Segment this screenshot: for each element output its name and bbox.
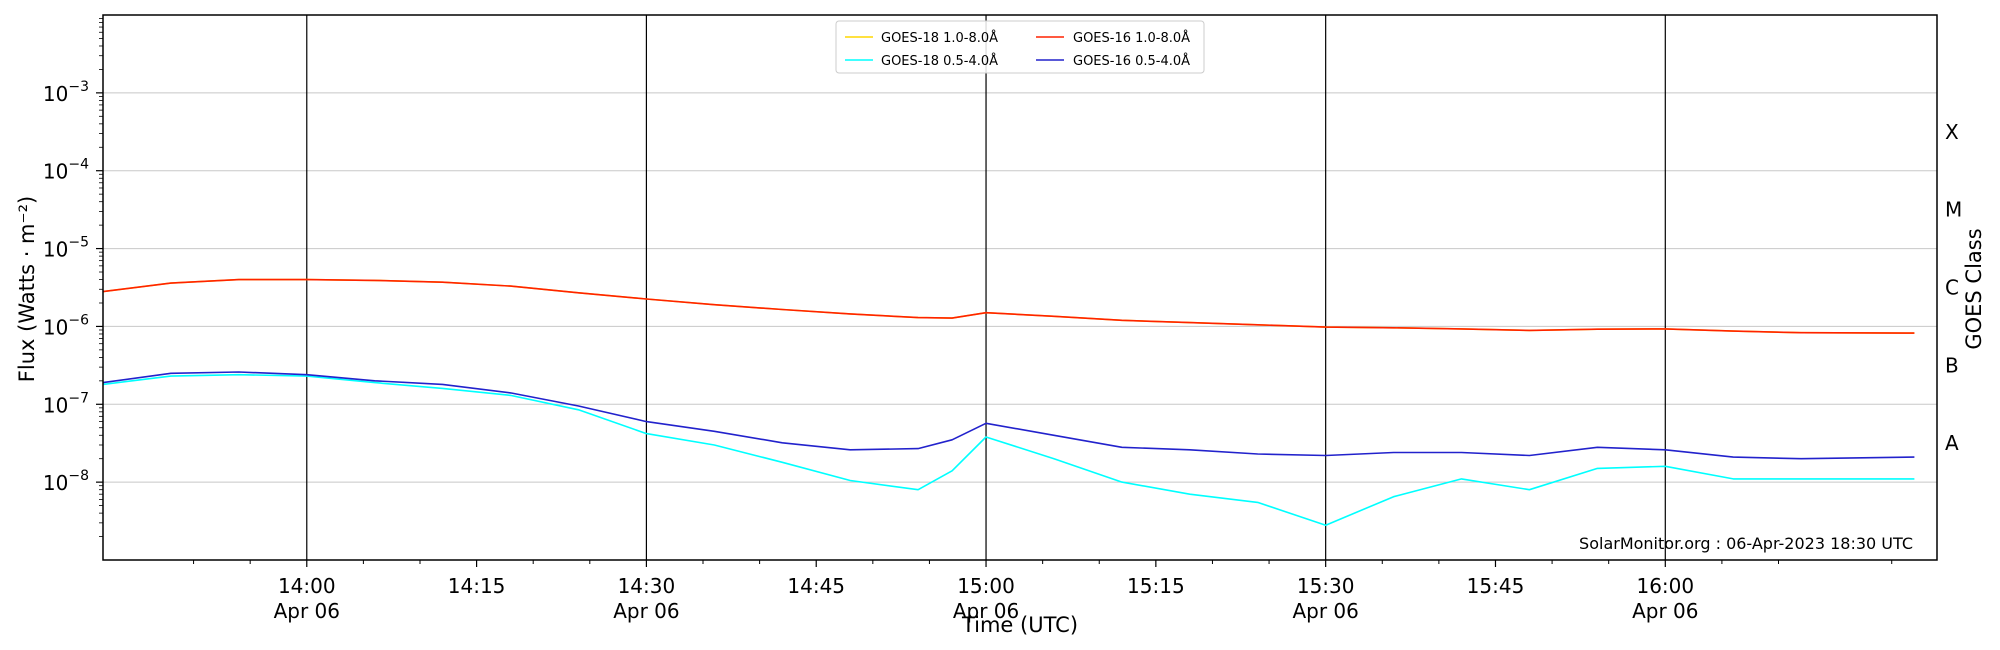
goes-class-label: A <box>1945 431 1959 455</box>
legend-box <box>835 20 1205 74</box>
y-axis-right-label: GOES Class <box>1962 228 1986 349</box>
y-tick-label: 10−7 <box>43 390 89 417</box>
y-tick-label: 10−6 <box>43 312 89 339</box>
x-tick-sublabel: Apr 06 <box>274 599 340 623</box>
goes-class-label: M <box>1945 198 1962 222</box>
x-tick-label: 14:45 <box>787 574 845 598</box>
x-tick-sublabel: Apr 06 <box>1632 599 1698 623</box>
legend-label-goes16-long: GOES-16 1.0-8.0Å <box>1073 30 1190 46</box>
goes-class-labels: A B C M X <box>1945 120 1962 455</box>
series-line <box>102 371 1915 460</box>
x-tick-label: 15:00 <box>957 574 1015 598</box>
goes-class-label: B <box>1945 353 1959 377</box>
x-tick-sublabel: Apr 06 <box>613 599 679 623</box>
credit-text: SolarMonitor.org : 06-Apr-2023 18:30 UTC <box>1579 534 1913 553</box>
legend: GOES-18 1.0-8.0Å GOES-18 0.5-4.0Å GOES-1… <box>835 20 1205 74</box>
series-line <box>102 278 1915 334</box>
series-lines <box>102 278 1915 527</box>
x-tick-label: 14:00 <box>278 574 336 598</box>
series-line <box>102 278 1915 334</box>
y-tick-label: 10−8 <box>43 468 89 495</box>
goes-class-label: X <box>1945 120 1959 144</box>
series-line <box>102 373 1915 527</box>
y-axis-label: Flux (Watts · m⁻²) <box>15 196 39 382</box>
legend-label-goes18-short: GOES-18 0.5-4.0Å <box>881 53 998 69</box>
plot-frame <box>102 14 1938 561</box>
grid-lines <box>103 92 1937 483</box>
x-tick-label: 14:30 <box>618 574 676 598</box>
x-tick-label: 15:30 <box>1297 574 1355 598</box>
x-tick-sublabel: Apr 06 <box>953 599 1019 623</box>
time-markers <box>306 15 1666 560</box>
legend-label-goes16-short: GOES-16 0.5-4.0Å <box>1073 53 1190 69</box>
x-tick-sublabel: Apr 06 <box>1292 599 1358 623</box>
x-tick-label: 15:45 <box>1467 574 1525 598</box>
x-tick-label: 15:15 <box>1127 574 1185 598</box>
legend-label-goes18-long: GOES-18 1.0-8.0Å <box>881 30 998 46</box>
y-tick-label: 10−3 <box>43 79 89 106</box>
x-axis-label: Time (UTC) <box>961 613 1078 637</box>
y-tick-label: 10−5 <box>43 235 89 262</box>
x-tick-label: 16:00 <box>1636 574 1694 598</box>
y-axis-ticks: 10−8 10−7 10−6 10−5 10−4 10−3 <box>43 18 103 537</box>
goes-class-label: C <box>1945 276 1959 300</box>
x-tick-label: 14:15 <box>448 574 506 598</box>
y-tick-label: 10−4 <box>43 157 89 184</box>
